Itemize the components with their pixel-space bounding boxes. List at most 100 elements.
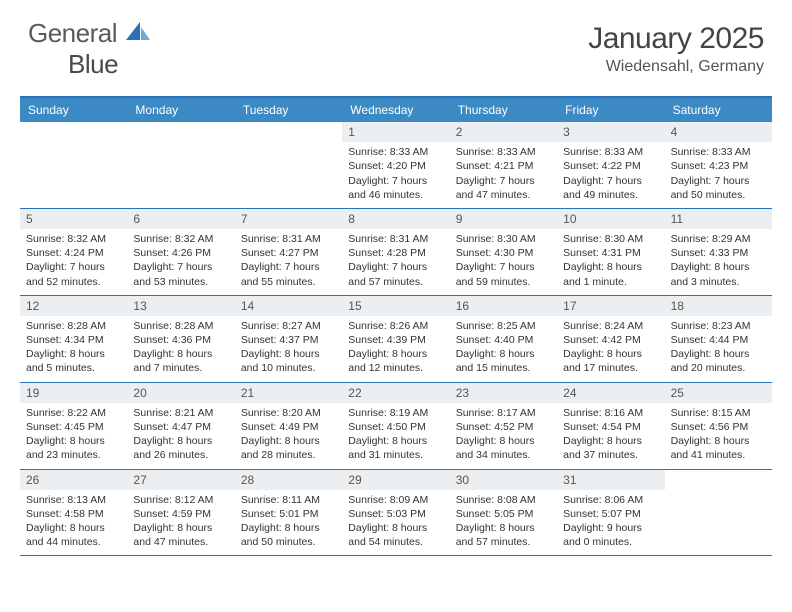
daylight-line: Daylight: 7 hours and 57 minutes. — [348, 260, 443, 288]
day-cell: 8Sunrise: 8:31 AMSunset: 4:28 PMDaylight… — [342, 209, 449, 295]
day-cell: 1Sunrise: 8:33 AMSunset: 4:20 PMDaylight… — [342, 122, 449, 208]
month-title: January 2025 — [588, 22, 764, 56]
day-cell-body: Sunrise: 8:16 AMSunset: 4:54 PMDaylight:… — [557, 403, 664, 469]
sunrise-line: Sunrise: 8:22 AM — [26, 406, 121, 420]
sunset-line: Sunset: 4:45 PM — [26, 420, 121, 434]
daylight-line: Daylight: 8 hours and 31 minutes. — [348, 434, 443, 462]
sunset-line: Sunset: 4:59 PM — [133, 507, 228, 521]
sunset-line: Sunset: 4:49 PM — [241, 420, 336, 434]
sunset-line: Sunset: 4:56 PM — [671, 420, 766, 434]
week-row: 12Sunrise: 8:28 AMSunset: 4:34 PMDayligh… — [20, 296, 772, 383]
daylight-line: Daylight: 7 hours and 46 minutes. — [348, 174, 443, 202]
day-header: Sunday — [20, 98, 127, 122]
daylight-line: Daylight: 8 hours and 41 minutes. — [671, 434, 766, 462]
day-cell-body: Sunrise: 8:23 AMSunset: 4:44 PMDaylight:… — [665, 316, 772, 382]
day-cell-body: Sunrise: 8:17 AMSunset: 4:52 PMDaylight:… — [450, 403, 557, 469]
day-header: Friday — [557, 98, 664, 122]
day-cell-body: Sunrise: 8:31 AMSunset: 4:27 PMDaylight:… — [235, 229, 342, 295]
sunset-line: Sunset: 4:37 PM — [241, 333, 336, 347]
week-row: 1Sunrise: 8:33 AMSunset: 4:20 PMDaylight… — [20, 122, 772, 209]
day-cell: 29Sunrise: 8:09 AMSunset: 5:03 PMDayligh… — [342, 470, 449, 556]
page-header: General Blue January 2025 Wiedensahl, Ge… — [0, 0, 792, 86]
day-cell-body: Sunrise: 8:33 AMSunset: 4:21 PMDaylight:… — [450, 142, 557, 208]
sunrise-line: Sunrise: 8:30 AM — [563, 232, 658, 246]
daylight-line: Daylight: 8 hours and 54 minutes. — [348, 521, 443, 549]
sunset-line: Sunset: 5:05 PM — [456, 507, 551, 521]
day-number: 4 — [665, 122, 772, 142]
sunrise-line: Sunrise: 8:32 AM — [26, 232, 121, 246]
daylight-line: Daylight: 8 hours and 17 minutes. — [563, 347, 658, 375]
logo-text-1: General — [28, 18, 117, 48]
day-cell: 13Sunrise: 8:28 AMSunset: 4:36 PMDayligh… — [127, 296, 234, 382]
day-number: 2 — [450, 122, 557, 142]
day-cell-body: Sunrise: 8:24 AMSunset: 4:42 PMDaylight:… — [557, 316, 664, 382]
sunset-line: Sunset: 4:44 PM — [671, 333, 766, 347]
day-number: 15 — [342, 296, 449, 316]
sunrise-line: Sunrise: 8:31 AM — [241, 232, 336, 246]
day-cell: 30Sunrise: 8:08 AMSunset: 5:05 PMDayligh… — [450, 470, 557, 556]
sunrise-line: Sunrise: 8:08 AM — [456, 493, 551, 507]
sunrise-line: Sunrise: 8:33 AM — [671, 145, 766, 159]
sunrise-line: Sunrise: 8:29 AM — [671, 232, 766, 246]
day-cell: 7Sunrise: 8:31 AMSunset: 4:27 PMDaylight… — [235, 209, 342, 295]
week-row: 26Sunrise: 8:13 AMSunset: 4:58 PMDayligh… — [20, 470, 772, 557]
daylight-line: Daylight: 8 hours and 10 minutes. — [241, 347, 336, 375]
day-header: Monday — [127, 98, 234, 122]
sunset-line: Sunset: 4:58 PM — [26, 507, 121, 521]
day-cell-body: Sunrise: 8:28 AMSunset: 4:34 PMDaylight:… — [20, 316, 127, 382]
day-cell: 12Sunrise: 8:28 AMSunset: 4:34 PMDayligh… — [20, 296, 127, 382]
day-cell-body: Sunrise: 8:11 AMSunset: 5:01 PMDaylight:… — [235, 490, 342, 556]
day-cell-body: Sunrise: 8:25 AMSunset: 4:40 PMDaylight:… — [450, 316, 557, 382]
sunset-line: Sunset: 4:31 PM — [563, 246, 658, 260]
sunrise-line: Sunrise: 8:16 AM — [563, 406, 658, 420]
day-cell-body: Sunrise: 8:30 AMSunset: 4:30 PMDaylight:… — [450, 229, 557, 295]
day-header: Saturday — [665, 98, 772, 122]
day-cell: 17Sunrise: 8:24 AMSunset: 4:42 PMDayligh… — [557, 296, 664, 382]
day-number: 21 — [235, 383, 342, 403]
sunrise-line: Sunrise: 8:09 AM — [348, 493, 443, 507]
day-cell: 31Sunrise: 8:06 AMSunset: 5:07 PMDayligh… — [557, 470, 664, 556]
sunrise-line: Sunrise: 8:15 AM — [671, 406, 766, 420]
sunset-line: Sunset: 4:52 PM — [456, 420, 551, 434]
sunset-line: Sunset: 4:23 PM — [671, 159, 766, 173]
day-cell-body: Sunrise: 8:26 AMSunset: 4:39 PMDaylight:… — [342, 316, 449, 382]
day-number: 16 — [450, 296, 557, 316]
sunset-line: Sunset: 4:36 PM — [133, 333, 228, 347]
daylight-line: Daylight: 8 hours and 47 minutes. — [133, 521, 228, 549]
sunset-line: Sunset: 4:34 PM — [26, 333, 121, 347]
day-cell-body: Sunrise: 8:06 AMSunset: 5:07 PMDaylight:… — [557, 490, 664, 556]
day-cell: 6Sunrise: 8:32 AMSunset: 4:26 PMDaylight… — [127, 209, 234, 295]
daylight-line: Daylight: 8 hours and 3 minutes. — [671, 260, 766, 288]
day-number: 23 — [450, 383, 557, 403]
day-cell: 5Sunrise: 8:32 AMSunset: 4:24 PMDaylight… — [20, 209, 127, 295]
daylight-line: Daylight: 8 hours and 12 minutes. — [348, 347, 443, 375]
empty-cell — [235, 122, 342, 208]
day-cell-body: Sunrise: 8:28 AMSunset: 4:36 PMDaylight:… — [127, 316, 234, 382]
day-number: 14 — [235, 296, 342, 316]
sunrise-line: Sunrise: 8:27 AM — [241, 319, 336, 333]
sunrise-line: Sunrise: 8:12 AM — [133, 493, 228, 507]
empty-cell — [20, 122, 127, 208]
sunrise-line: Sunrise: 8:17 AM — [456, 406, 551, 420]
day-number: 29 — [342, 470, 449, 490]
title-block: January 2025 Wiedensahl, Germany — [588, 22, 764, 76]
day-number: 19 — [20, 383, 127, 403]
day-cell: 4Sunrise: 8:33 AMSunset: 4:23 PMDaylight… — [665, 122, 772, 208]
day-number: 31 — [557, 470, 664, 490]
day-cell: 26Sunrise: 8:13 AMSunset: 4:58 PMDayligh… — [20, 470, 127, 556]
sunset-line: Sunset: 4:22 PM — [563, 159, 658, 173]
day-number: 30 — [450, 470, 557, 490]
sunrise-line: Sunrise: 8:19 AM — [348, 406, 443, 420]
day-number: 3 — [557, 122, 664, 142]
day-number: 20 — [127, 383, 234, 403]
sunrise-line: Sunrise: 8:30 AM — [456, 232, 551, 246]
sunrise-line: Sunrise: 8:32 AM — [133, 232, 228, 246]
sunrise-line: Sunrise: 8:25 AM — [456, 319, 551, 333]
day-cell: 11Sunrise: 8:29 AMSunset: 4:33 PMDayligh… — [665, 209, 772, 295]
daylight-line: Daylight: 8 hours and 7 minutes. — [133, 347, 228, 375]
day-cell-body: Sunrise: 8:21 AMSunset: 4:47 PMDaylight:… — [127, 403, 234, 469]
sunset-line: Sunset: 4:28 PM — [348, 246, 443, 260]
day-cell: 19Sunrise: 8:22 AMSunset: 4:45 PMDayligh… — [20, 383, 127, 469]
daylight-line: Daylight: 8 hours and 1 minute. — [563, 260, 658, 288]
daylight-line: Daylight: 8 hours and 26 minutes. — [133, 434, 228, 462]
